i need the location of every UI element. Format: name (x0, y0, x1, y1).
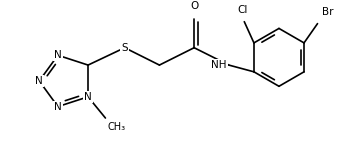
Text: N: N (54, 50, 62, 60)
Text: Cl: Cl (237, 5, 248, 15)
Text: S: S (121, 43, 128, 53)
Text: NH: NH (211, 60, 227, 70)
Text: O: O (190, 1, 198, 11)
Text: N: N (84, 92, 92, 102)
Text: N: N (54, 102, 62, 112)
Text: CH₃: CH₃ (107, 122, 126, 132)
Text: Br: Br (322, 7, 334, 17)
Text: N: N (35, 76, 43, 86)
